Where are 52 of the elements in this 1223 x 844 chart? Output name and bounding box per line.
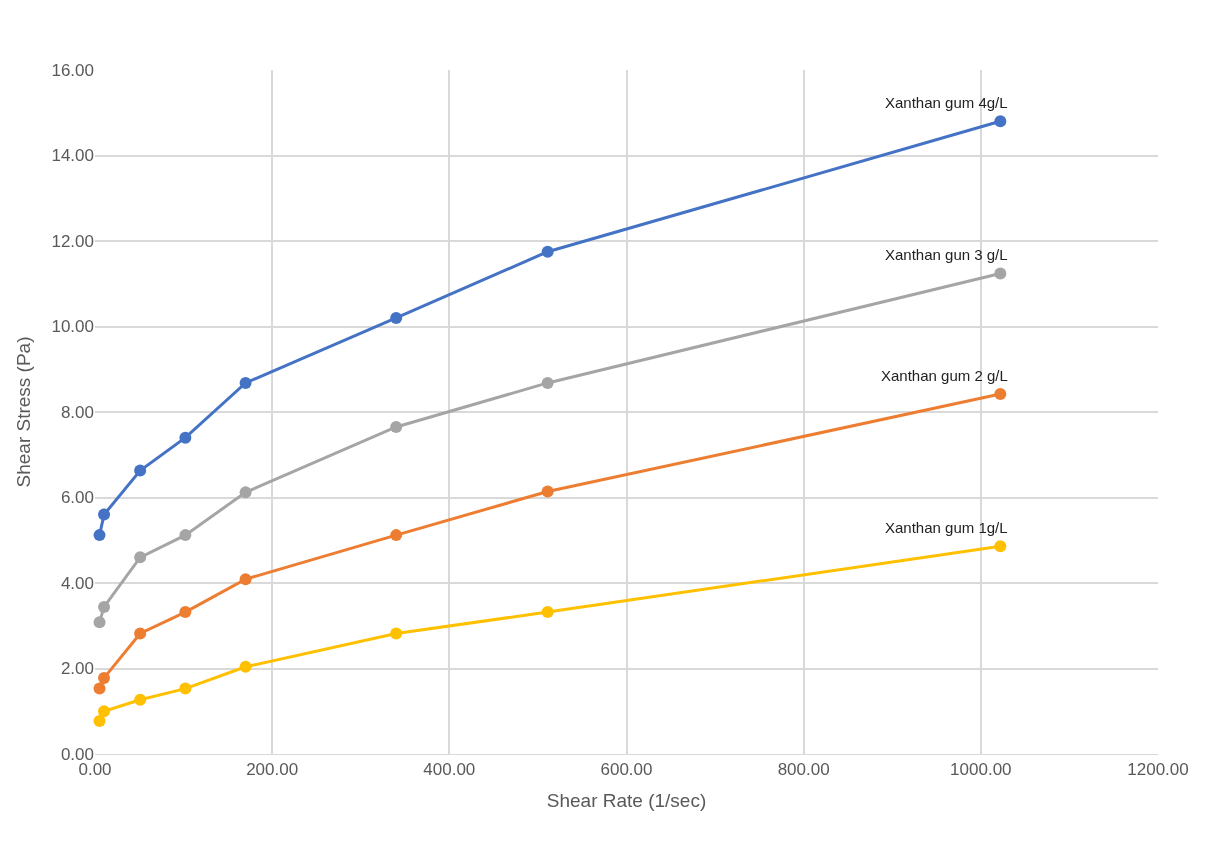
point xyxy=(93,715,106,728)
point xyxy=(541,606,554,619)
point xyxy=(134,627,147,640)
point xyxy=(239,376,252,389)
point xyxy=(179,682,192,695)
x-tick-label: 600.00 xyxy=(600,760,653,780)
y-tick-label: 8.00 xyxy=(60,402,94,422)
point xyxy=(239,486,252,499)
y-axis-title: Shear Stress (Pa) xyxy=(13,336,35,488)
series-label: Xanthan gum 2 g/L xyxy=(881,367,1008,384)
point xyxy=(390,420,403,433)
point xyxy=(98,600,111,613)
point xyxy=(239,573,252,586)
point xyxy=(98,671,111,684)
point xyxy=(98,508,111,521)
point xyxy=(541,245,554,258)
point xyxy=(98,705,111,718)
x-tick-label: 1000.00 xyxy=(950,760,1012,780)
point xyxy=(994,540,1007,553)
point xyxy=(93,616,106,629)
point xyxy=(134,551,147,564)
point xyxy=(541,376,554,389)
point xyxy=(179,529,192,542)
point xyxy=(93,682,106,695)
point xyxy=(390,627,403,640)
point xyxy=(179,606,192,619)
y-tick-label: 10.00 xyxy=(51,317,94,337)
x-tick-label: 400.00 xyxy=(423,760,476,780)
y-tick-label: 2.00 xyxy=(60,659,94,679)
series-label: Xanthan gum 1g/L xyxy=(885,519,1008,536)
y-tick-label: 16.00 xyxy=(51,60,94,80)
point xyxy=(390,311,403,324)
y-tick-label: 4.00 xyxy=(60,573,94,593)
point xyxy=(994,388,1007,401)
x-axis-title: Shear Rate (1/sec) xyxy=(546,790,707,812)
x-tick-label: 200.00 xyxy=(246,760,299,780)
y-tick-label: 6.00 xyxy=(60,488,94,508)
point xyxy=(179,431,192,444)
point xyxy=(994,115,1007,128)
point xyxy=(239,660,252,673)
series-label: Xanthan gum 4g/L xyxy=(885,94,1008,111)
x-tick-label: 1200.00 xyxy=(1127,760,1189,780)
series-label: Xanthan gun 3 g/L xyxy=(885,246,1008,263)
y-tick-label: 12.00 xyxy=(51,231,94,251)
point xyxy=(541,485,554,498)
point xyxy=(390,529,403,542)
point xyxy=(134,693,147,706)
x-tick-label: 800.00 xyxy=(777,760,830,780)
y-tick-label: 14.00 xyxy=(51,146,94,166)
point xyxy=(93,529,106,542)
point xyxy=(994,267,1007,280)
point xyxy=(134,464,147,477)
